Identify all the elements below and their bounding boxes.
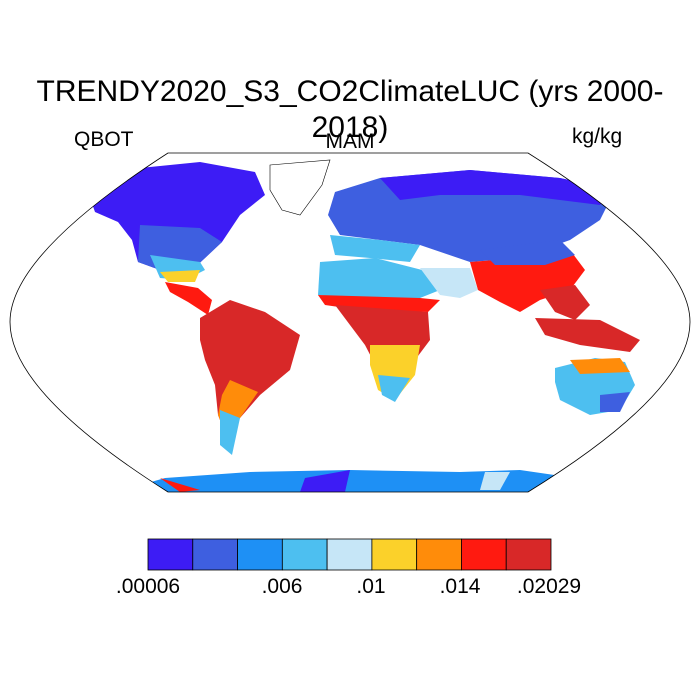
globe-outline xyxy=(9,152,691,493)
season-label: MAM xyxy=(325,130,375,153)
colorbar-segment xyxy=(416,538,462,571)
greenland xyxy=(269,159,331,216)
antarctica-west xyxy=(300,470,350,492)
colorbar-segment xyxy=(326,538,373,571)
maritime-continent xyxy=(535,318,640,352)
colorbar-tick-label: .01 xyxy=(356,575,386,598)
africa-north xyxy=(318,258,440,298)
colorbar-tick-label: .006 xyxy=(261,575,303,598)
colorbar-segment xyxy=(237,538,283,571)
north-america xyxy=(88,162,265,272)
colorbar-segment xyxy=(505,538,552,571)
colorbar-segment xyxy=(192,538,238,571)
variable-label: QBOT xyxy=(74,128,134,151)
antarctica xyxy=(120,470,578,492)
colorbar-segment xyxy=(461,538,507,571)
south-asia xyxy=(470,250,585,312)
australia-north xyxy=(570,358,630,374)
europe-south xyxy=(330,235,420,262)
southeast-asia xyxy=(540,285,590,320)
units-label: kg/kg xyxy=(572,125,623,148)
antarctica-peninsula xyxy=(160,478,200,492)
patagonia xyxy=(220,410,240,455)
colorbar-tick-label: .014 xyxy=(439,575,481,598)
central-america xyxy=(165,282,212,315)
colorbar-tick-label: .02029 xyxy=(516,575,582,598)
map-title: TRENDY2020_S3_CO2ClimateLUC (yrs 2000-20… xyxy=(36,75,664,144)
colorbar-tick-label: .00006 xyxy=(115,575,181,598)
tibet xyxy=(480,240,575,265)
eurasia-far-north xyxy=(380,170,615,205)
colorbar-segment xyxy=(281,538,328,571)
colorbar-segment xyxy=(371,538,418,571)
gulf-coast xyxy=(160,270,200,282)
africa-cape xyxy=(378,375,410,402)
australia-southeast xyxy=(600,392,630,412)
colorbar-segment xyxy=(147,538,194,571)
middle-east xyxy=(420,268,478,298)
antarctica-east-light xyxy=(480,472,510,490)
